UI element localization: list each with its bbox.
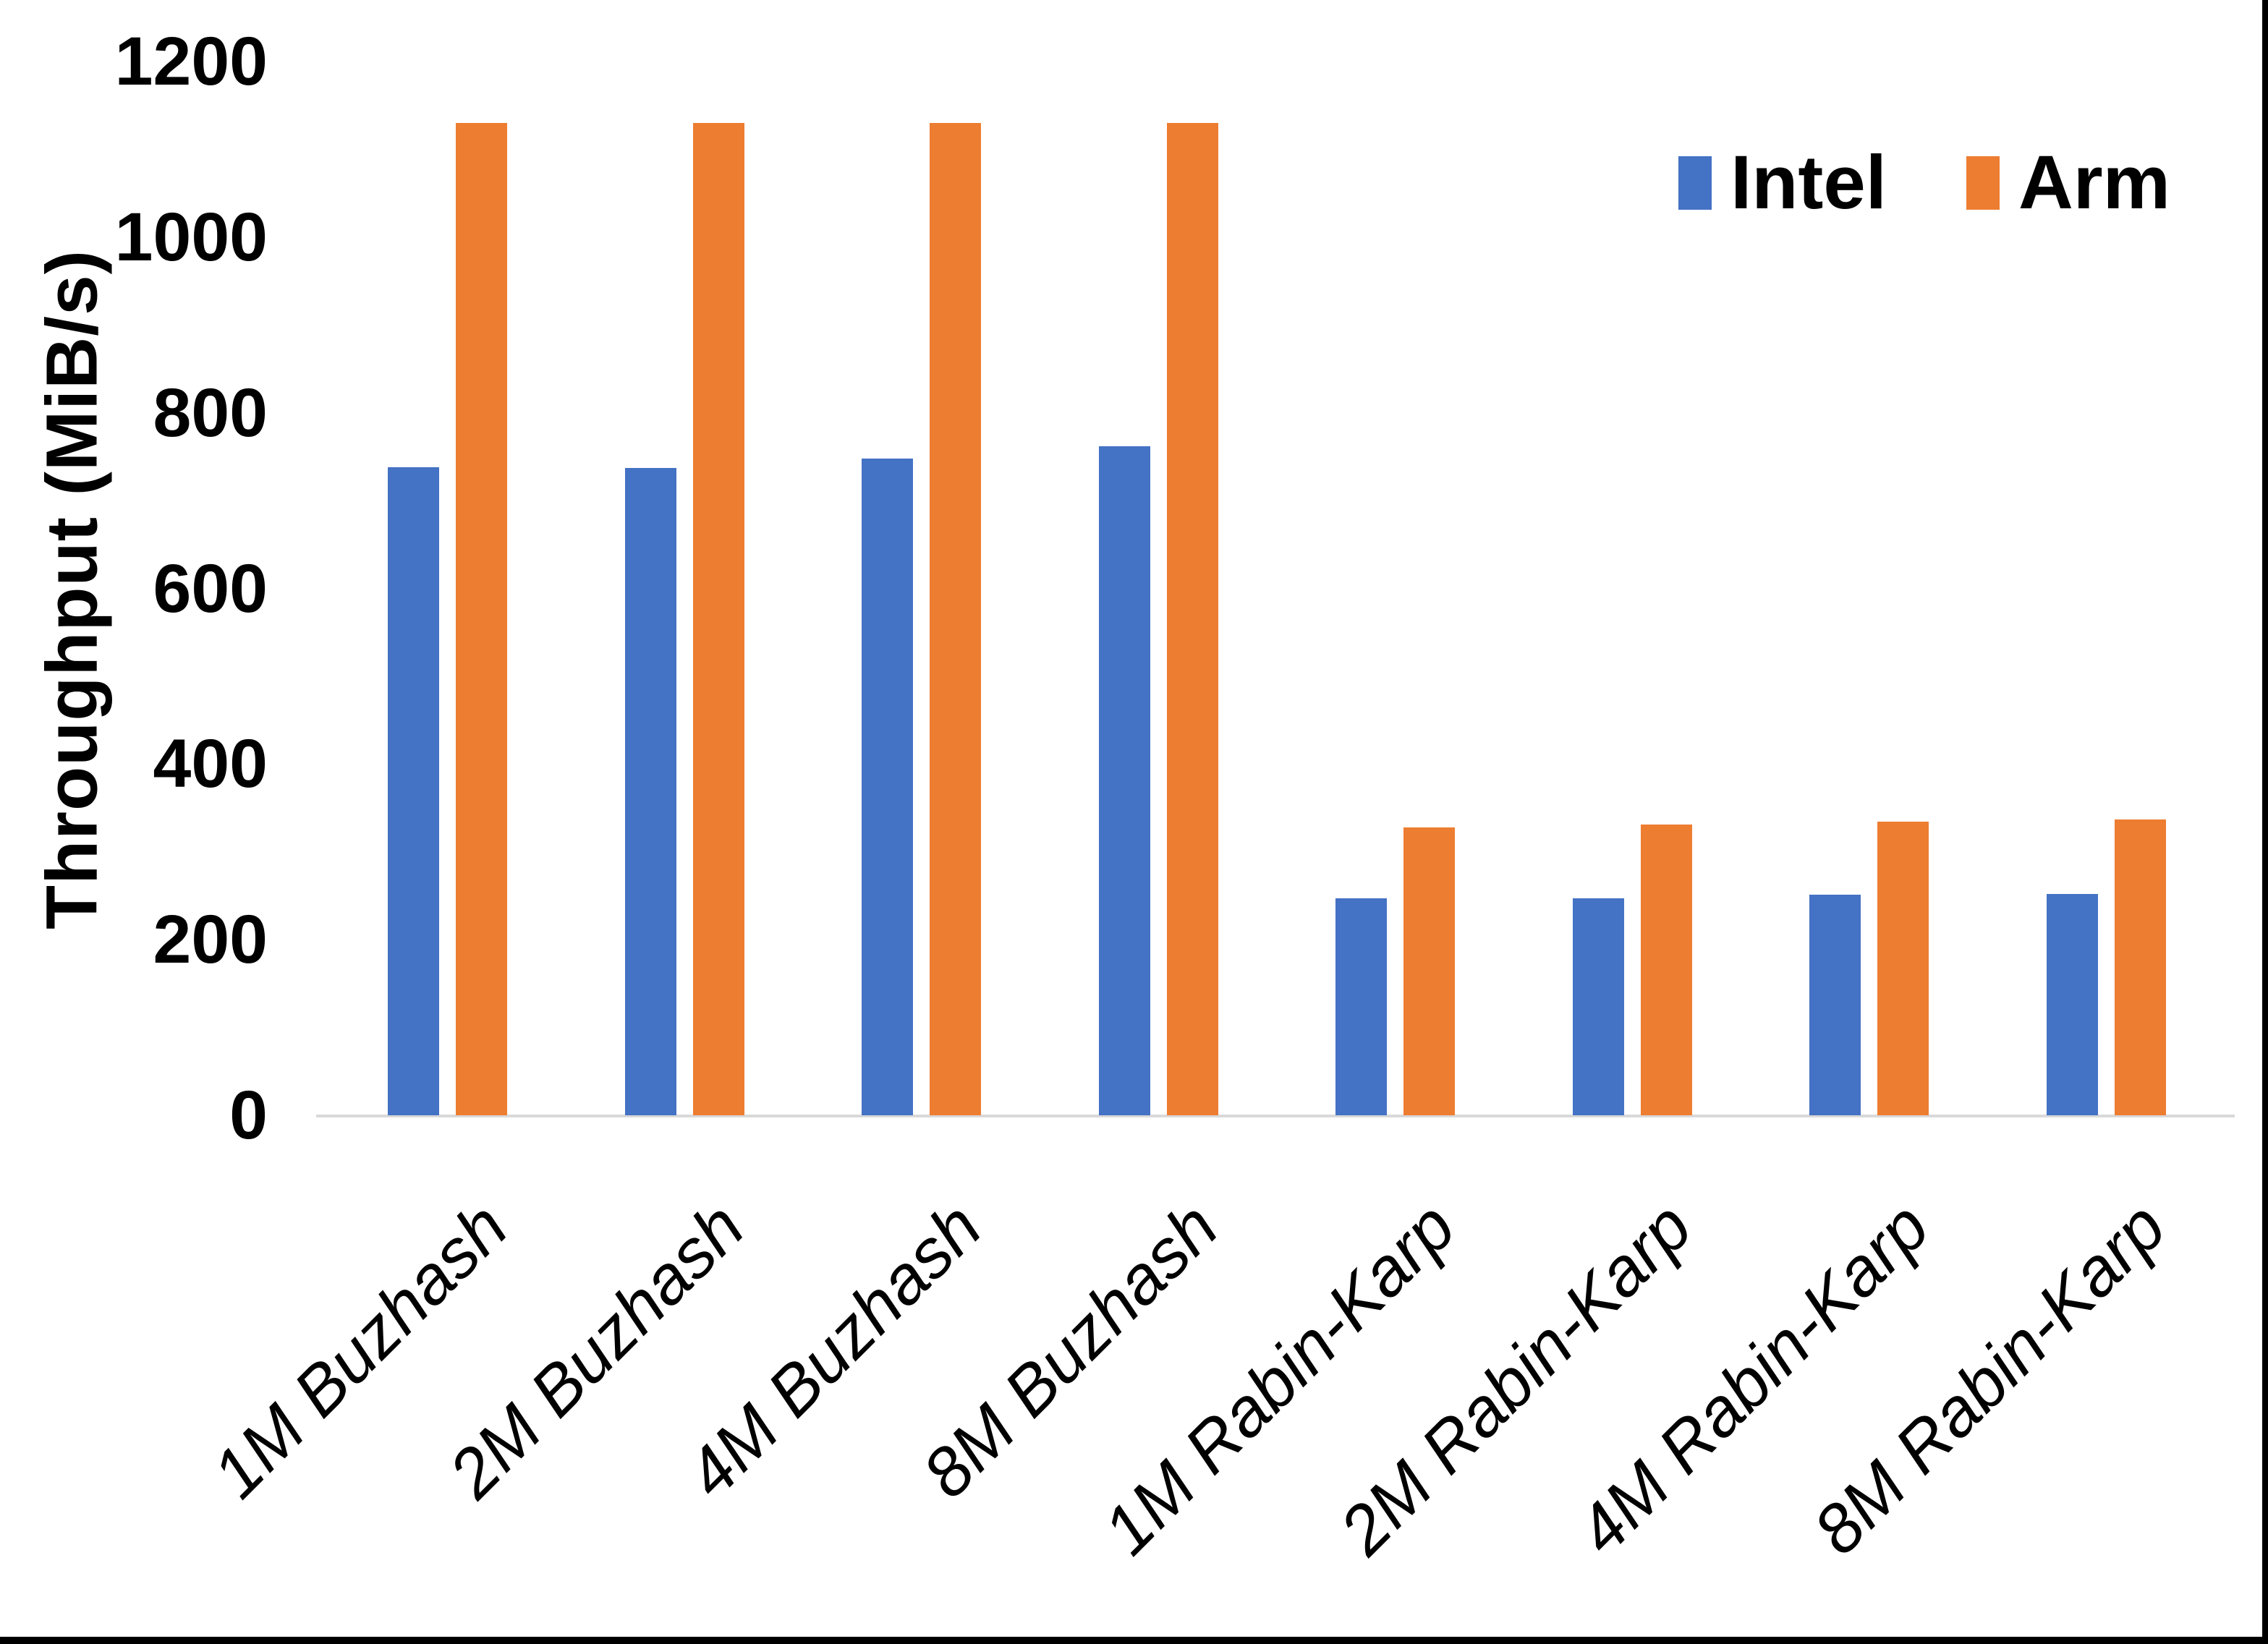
legend: Intel Arm bbox=[1678, 145, 2170, 221]
legend-swatch-intel-icon bbox=[1678, 156, 1712, 210]
screenshot-right-border bbox=[2262, 0, 2268, 1644]
bar-arm-1 bbox=[456, 123, 508, 1115]
screenshot-bottom-border bbox=[0, 1637, 2268, 1644]
x-axis-line bbox=[316, 1115, 2235, 1117]
legend-label-intel: Intel bbox=[1730, 140, 1887, 225]
y-tick-label: 600 bbox=[153, 550, 268, 627]
bar-intel-2 bbox=[624, 468, 676, 1115]
bar-intel-7 bbox=[1809, 895, 1861, 1115]
bar-intel-1 bbox=[388, 467, 440, 1115]
legend-label-arm: Arm bbox=[2018, 140, 2170, 225]
plot-area bbox=[316, 61, 2235, 1117]
legend-item-arm: Arm bbox=[1966, 145, 2170, 221]
bar-arm-4 bbox=[1166, 123, 1218, 1115]
bar-intel-8 bbox=[2046, 894, 2098, 1115]
y-tick-label: 800 bbox=[153, 374, 268, 451]
bar-intel-5 bbox=[1335, 898, 1388, 1115]
bar-intel-4 bbox=[1098, 446, 1150, 1115]
y-tick-label: 1000 bbox=[114, 198, 268, 276]
y-tick-label: 200 bbox=[153, 901, 268, 979]
bar-arm-2 bbox=[692, 123, 744, 1115]
bar-arm-3 bbox=[930, 123, 982, 1115]
bar-arm-8 bbox=[2114, 819, 2166, 1115]
y-tick-label: 400 bbox=[153, 725, 268, 803]
bar-arm-6 bbox=[1640, 825, 1692, 1115]
bar-arm-5 bbox=[1403, 827, 1456, 1115]
bar-intel-3 bbox=[862, 459, 914, 1115]
y-tick-label: 1200 bbox=[114, 23, 268, 100]
legend-swatch-arm-icon bbox=[1966, 156, 2000, 210]
legend-item-intel: Intel bbox=[1678, 145, 1887, 221]
bar-intel-6 bbox=[1572, 898, 1624, 1115]
bar-arm-7 bbox=[1877, 822, 1929, 1115]
y-tick-label: 0 bbox=[229, 1077, 268, 1154]
